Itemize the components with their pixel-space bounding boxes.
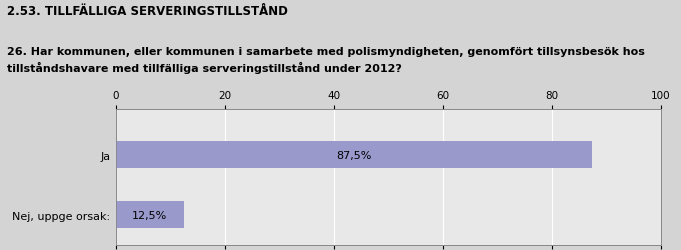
Text: 12,5%: 12,5%: [132, 210, 168, 220]
Text: 2.53. TILLFÄLLIGA SERVERINGSTILLSTÅND: 2.53. TILLFÄLLIGA SERVERINGSTILLSTÅND: [7, 5, 287, 18]
Text: 26. Har kommunen, eller kommunen i samarbete med polismyndigheten, genomfört til: 26. Har kommunen, eller kommunen i samar…: [7, 47, 645, 73]
Bar: [116, 202, 184, 228]
Text: 87,5%: 87,5%: [336, 150, 372, 160]
Bar: [116, 142, 592, 169]
